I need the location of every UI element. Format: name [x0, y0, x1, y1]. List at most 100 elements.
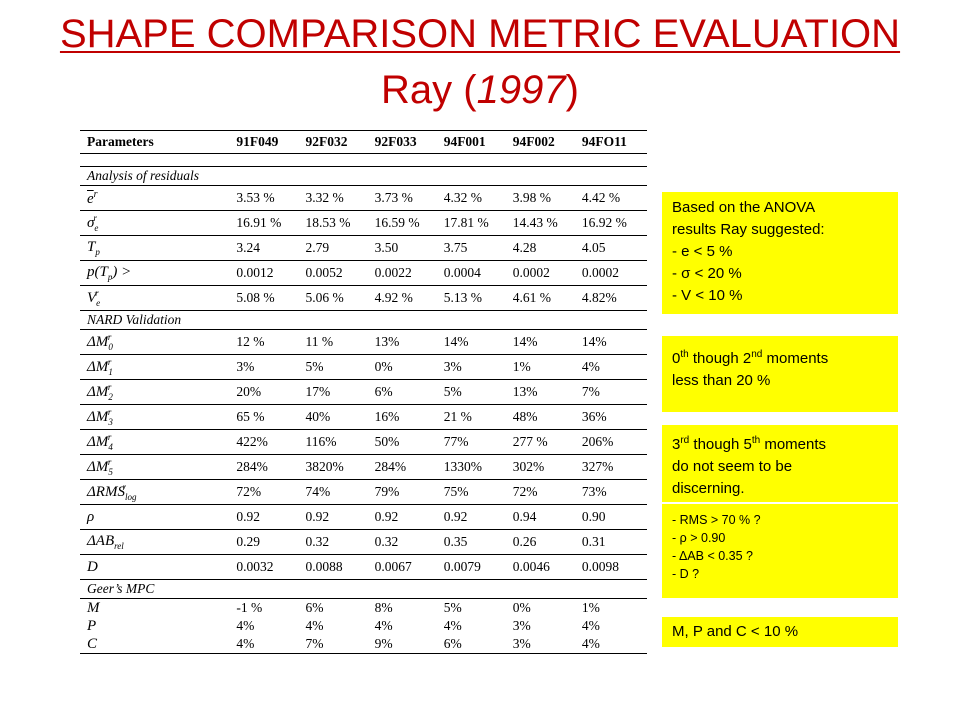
table-cell: 5.13 %	[443, 290, 482, 305]
header-cell: 94FO11	[577, 130, 647, 154]
table-cell: 0.0088	[305, 559, 343, 574]
table-cell: 3820%	[301, 454, 371, 480]
table-cell: 4%	[577, 354, 647, 380]
table-cell: 72%	[232, 479, 302, 505]
param-sigma-e: σer	[80, 210, 233, 236]
param-m: M	[87, 599, 100, 616]
note-line: Based on the ANOVA	[672, 199, 816, 216]
table-cell: 5.08 %	[236, 290, 275, 305]
note-line: 0th though 2nd moments	[672, 349, 829, 367]
table-cell: 3%	[232, 354, 302, 380]
table-cell: 2.79	[301, 235, 371, 261]
param-dm5: ΔM5r	[80, 454, 233, 480]
param-dm3: ΔM3r	[80, 404, 233, 430]
table-cell: 36%	[577, 404, 647, 430]
table-cell: 14.43 %	[508, 210, 578, 236]
table-cell: 0.0032	[236, 559, 274, 574]
table-cell: 6%	[370, 379, 440, 405]
table-cell: 4%	[236, 618, 255, 633]
table-cell: 4.42 %	[577, 185, 647, 211]
table-cell: 0.92	[232, 504, 302, 530]
table-cell: 75%	[439, 479, 509, 505]
section-row: Analysis of residuals	[80, 166, 647, 186]
param-v-e: Ver	[87, 288, 101, 308]
table-cell: 4%	[581, 618, 600, 633]
table-cell: 4.92 %	[374, 290, 413, 305]
table-cell: 302%	[508, 454, 578, 480]
param-d: D	[87, 558, 98, 575]
header-cell: 94F001	[439, 130, 509, 154]
table-row: ΔM1r 3% 5% 0% 3% 1% 4%	[80, 354, 647, 380]
note-line: less than 20 %	[672, 372, 771, 389]
table-cell: 0.94	[508, 504, 578, 530]
table-cell: 4%	[374, 618, 393, 633]
param-t-p: Tp	[80, 235, 233, 261]
table-cell: 74%	[301, 479, 371, 505]
subtitle-year: 1997	[476, 68, 566, 112]
table-cell: 9%	[370, 635, 440, 654]
note-high-moments: 3rd though 5th moments do not seem to be…	[662, 425, 898, 502]
table-cell: 0.0004	[439, 260, 509, 286]
param-drms: ΔRMSlogr	[80, 479, 233, 505]
table-cell: 17%	[301, 379, 371, 405]
section-nard: NARD Validation	[80, 310, 647, 330]
table-cell: 3.73 %	[370, 185, 440, 211]
table-cell: 16%	[370, 404, 440, 430]
table-cell: 14%	[439, 329, 509, 355]
param-c: C	[80, 635, 233, 654]
table-row: M -1 % 6% 8% 5% 0% 1%	[80, 599, 647, 618]
param-dab: ΔABrel	[80, 529, 233, 555]
table-cell: 65 %	[232, 404, 302, 430]
table-cell: 0.0002	[577, 260, 647, 286]
table-cell: 79%	[370, 479, 440, 505]
table-cell: 422%	[232, 429, 302, 455]
table-cell: -1 %	[236, 600, 263, 615]
param-dm1: ΔM1r	[80, 354, 233, 380]
table-cell: 3%	[508, 635, 578, 654]
table-cell: 6%	[305, 600, 324, 615]
header-cell: 94F002	[508, 130, 578, 154]
table-row: ρ 0.92 0.92 0.92 0.92 0.94 0.90	[80, 504, 647, 530]
note-line: do not seem to be	[672, 458, 793, 475]
table-cell: 18.53 %	[301, 210, 371, 236]
table-cell: 284%	[232, 454, 302, 480]
table-cell: 3.75	[439, 235, 509, 261]
table-cell: 20%	[232, 379, 302, 405]
table-cell: 0.92	[370, 504, 440, 530]
section-row: NARD Validation	[80, 310, 647, 330]
table-cell: 4%	[232, 635, 302, 654]
table-cell: 0.0022	[370, 260, 440, 286]
table-cell: 3.32 %	[301, 185, 371, 211]
header-cell: 92F033	[370, 130, 440, 154]
section-residuals: Analysis of residuals	[80, 166, 647, 186]
table-cell: 0.0079	[443, 559, 481, 574]
table-cell: 4.82%	[581, 290, 617, 305]
table-cell: 1%	[508, 354, 578, 380]
table-cell: 0.0098	[581, 559, 619, 574]
table-cell: 1%	[581, 600, 600, 615]
table-cell: 13%	[370, 329, 440, 355]
table-cell: 284%	[370, 454, 440, 480]
note-line: - V < 10 %	[672, 287, 743, 304]
table-row: p(Tp) > 0.0012 0.0052 0.0022 0.0004 0.0002 0.…	[80, 260, 647, 286]
table-cell: 5%	[443, 600, 462, 615]
table-cell: 40%	[301, 404, 371, 430]
table-cell: 0.29	[232, 529, 302, 555]
table-cell: 3.53 %	[232, 185, 302, 211]
table-cell: 116%	[301, 429, 371, 455]
param-p: P	[87, 617, 97, 634]
note-line: - D ?	[672, 567, 700, 581]
table-cell: 0.0067	[374, 559, 412, 574]
table-cell: 0.92	[439, 504, 509, 530]
param-dm4: ΔM4r	[80, 429, 233, 455]
metrics-table: Parameters 91F049 92F032 92F033 94F001 9…	[80, 130, 647, 654]
table-cell: 4%	[577, 635, 647, 654]
note-line: results Ray suggested:	[672, 221, 825, 238]
table-cell: 4.32 %	[439, 185, 509, 211]
table-cell: 0.0046	[512, 559, 550, 574]
table-cell: 50%	[370, 429, 440, 455]
table-cell: 5.06 %	[305, 290, 344, 305]
table-cell: 7%	[301, 635, 371, 654]
table-cell: 16.59 %	[370, 210, 440, 236]
section-geer: Geer’s MPC	[80, 579, 647, 599]
